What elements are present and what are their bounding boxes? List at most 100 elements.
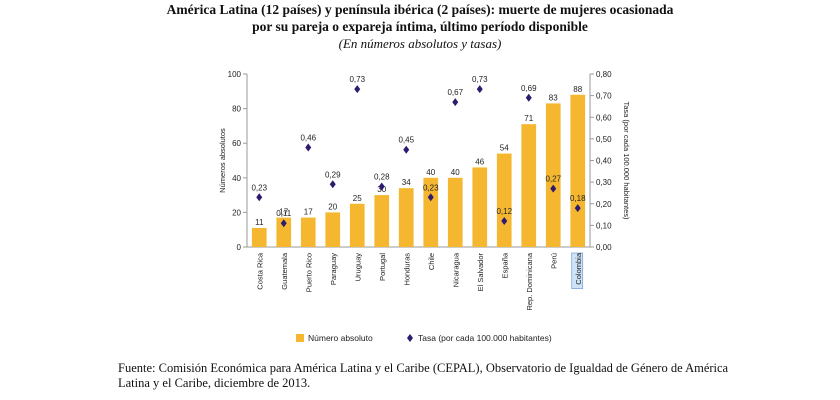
bar-value-label: 34 (402, 178, 411, 187)
bar (251, 227, 267, 247)
legend-marker-swatch (407, 334, 413, 342)
left-tick-label: 0 (237, 243, 242, 252)
x-tick-label: Rep. Dominicana (525, 252, 534, 310)
chart-title: América Latina (12 países) y península i… (0, 1, 840, 35)
rate-value-label: 0,23 (251, 183, 267, 192)
legend: Número absoluto Tasa (por cada 100.000 ha… (296, 333, 552, 343)
bar-value-label: 88 (573, 85, 582, 94)
rate-value-label: 0,29 (325, 170, 341, 179)
rate-value-label: 0,27 (545, 175, 561, 184)
rate-value-label: 0,11 (276, 209, 292, 218)
rate-value-label: 0,69 (521, 84, 537, 93)
bar (300, 217, 316, 247)
left-tick-label: 100 (228, 70, 242, 79)
x-tick-label: Colombia (574, 252, 583, 285)
bar (349, 203, 365, 247)
bar-value-label: 20 (328, 202, 337, 211)
chart-subtitle: (En números absolutos y tasas) (338, 36, 502, 51)
bar (325, 212, 341, 247)
bar-value-label: 25 (353, 194, 362, 203)
rate-marker (305, 143, 312, 152)
rate-value-label: 0,28 (374, 172, 390, 181)
bar-value-label: 54 (500, 144, 509, 153)
bar (447, 177, 463, 247)
bar-value-label: 83 (549, 93, 558, 102)
x-tick-label: Chile (427, 253, 436, 270)
rate-marker (378, 182, 385, 191)
chart-canvas: 0 20 40 60 80 100 0,00 0,10 0,20 0,30 0,40 0,50 0,60… (218, 70, 631, 343)
rate-marker (452, 98, 459, 107)
x-tick-label: El Salvador (476, 253, 485, 292)
rate-marker (280, 219, 287, 228)
right-tick-label: 0,20 (596, 200, 612, 209)
bar (545, 103, 561, 247)
right-tick-label: 0,40 (596, 157, 612, 166)
bar-value-label: 11 (255, 218, 264, 227)
rate-markers-group: 0,23 0,11 0,46 0,29 0,73 0,28 0,45 0,23 0,67 0,73… (251, 75, 586, 228)
x-tick-label: Guatemala (280, 252, 289, 290)
x-tick-label: Honduras (402, 253, 411, 286)
x-tick-label: Costa Rica (255, 252, 264, 290)
rate-marker (256, 193, 263, 202)
x-tick-label: España (500, 252, 509, 278)
bar (423, 177, 439, 247)
rate-marker (501, 217, 508, 226)
rate-value-label: 0,45 (398, 136, 414, 145)
left-tick-label: 40 (232, 174, 241, 183)
right-tick-label: 0,80 (596, 70, 612, 79)
bar (374, 195, 390, 247)
rate-value-label: 0,23 (423, 183, 439, 192)
bar-value-label: 17 (279, 208, 288, 217)
x-tick-label: Perú (549, 253, 558, 269)
right-tick-label: 0,60 (596, 113, 612, 122)
rate-marker (574, 204, 581, 213)
right-tick-label: 0,10 (596, 221, 612, 230)
x-tick-label: Portugal (378, 253, 387, 281)
source-note: Fuente: Comisión Económica para América … (118, 361, 729, 390)
rate-marker (329, 180, 336, 189)
right-tick-label: 0,70 (596, 92, 612, 101)
rate-value-label: 0,73 (472, 75, 488, 84)
chart-title-line-2: por su pareja o expareja íntima, último … (252, 19, 588, 34)
x-tick-label: Puerto Rico (304, 253, 313, 292)
left-tick-label: 20 (232, 208, 241, 217)
legend-bar-label: Número absoluto (308, 333, 373, 343)
rate-value-label: 0,18 (570, 194, 586, 203)
legend-bar-swatch (296, 334, 304, 342)
legend-marker-label: Tasa (por cada 100.000 habitantes) (418, 333, 552, 343)
bar (276, 217, 292, 247)
left-tick-label: 80 (232, 105, 241, 114)
rate-value-label: 0,73 (349, 75, 365, 84)
rate-marker (476, 85, 483, 94)
right-tick-label: 0,00 (596, 243, 612, 252)
left-tick-label: 60 (232, 139, 241, 148)
bar (521, 124, 537, 247)
rate-marker (354, 85, 361, 94)
rate-value-label: 0,12 (496, 207, 512, 216)
x-tick-label: Paraguay (329, 253, 338, 285)
bar (398, 188, 414, 247)
rate-marker (427, 193, 434, 202)
rate-marker (525, 93, 532, 102)
bar (496, 153, 512, 247)
right-tick-label: 0,50 (596, 135, 612, 144)
bar-value-label: 46 (475, 157, 484, 166)
rate-value-label: 0,46 (300, 134, 316, 143)
highlight-box (571, 252, 584, 289)
bar-value-label: 40 (451, 168, 460, 177)
chart-axes: 0 20 40 60 80 100 0,00 0,10 0,20 0,30 0,40 0,50 0,60… (218, 70, 631, 252)
chart-title-line-1: América Latina (12 países) y península i… (166, 2, 674, 17)
x-tick-labels: Costa Rica Guatemala Puerto Rico Paraguay Ur… (255, 252, 584, 311)
right-tick-label: 0,30 (596, 178, 612, 187)
right-axis-title: Tasa (por cada 100.000 habitantes) (622, 102, 631, 220)
bar-value-label: 40 (426, 168, 435, 177)
bar-value-label: 17 (304, 208, 313, 217)
bars-group: 1117172025303440404654718388 (251, 85, 586, 247)
bar (570, 94, 586, 247)
rate-marker (403, 145, 410, 154)
rate-marker (550, 184, 557, 193)
bar-value-label: 71 (524, 114, 533, 123)
x-tick-label: Uruguay (353, 253, 362, 282)
rate-value-label: 0,67 (447, 88, 463, 97)
x-tick-label: Nicaragua (451, 252, 460, 287)
